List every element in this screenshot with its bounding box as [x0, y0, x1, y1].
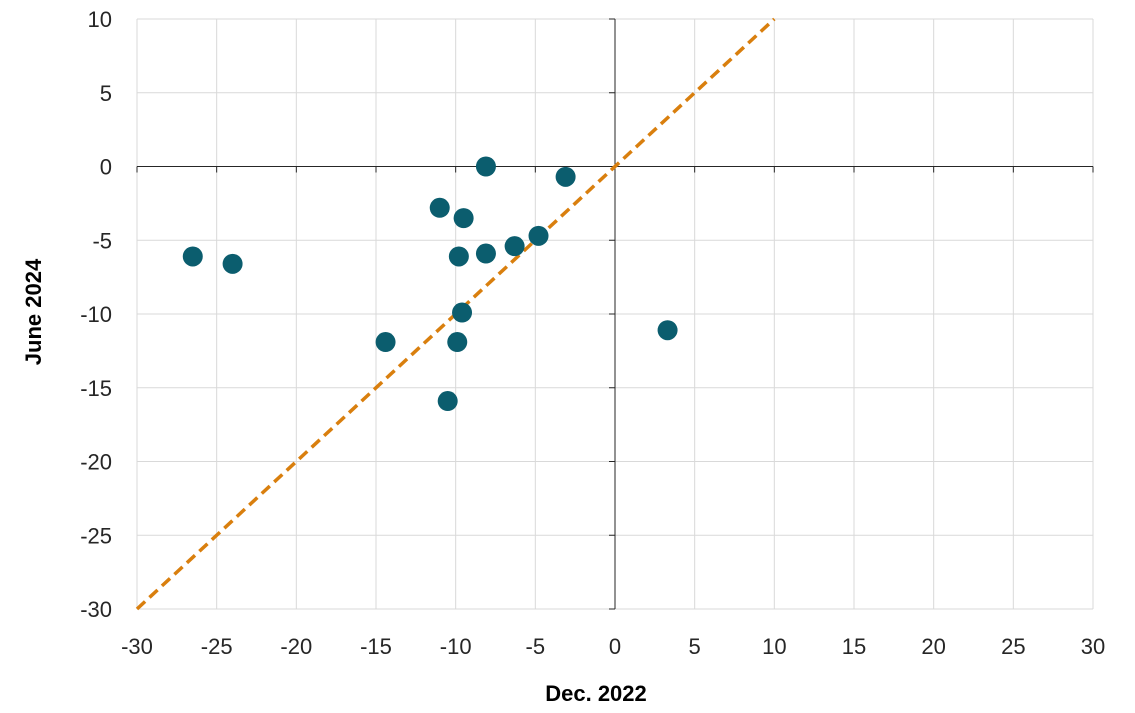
y-tick-label: -20: [80, 450, 112, 475]
x-tick-label: 20: [921, 634, 945, 659]
x-tick-label: 5: [689, 634, 701, 659]
data-point: [429, 197, 450, 218]
x-tick-label: 30: [1081, 634, 1105, 659]
y-tick-label: -30: [80, 597, 112, 622]
y-axis-title: June 2024: [21, 258, 46, 365]
x-axis-title: Dec. 2022: [545, 681, 647, 706]
data-points: [182, 156, 678, 412]
x-tick-label: 15: [842, 634, 866, 659]
data-point: [222, 253, 243, 274]
data-point: [437, 391, 458, 412]
data-point: [475, 243, 496, 264]
data-point: [475, 156, 496, 177]
x-tick-label: -5: [526, 634, 546, 659]
x-tick-label: -20: [280, 634, 312, 659]
data-point: [447, 332, 468, 353]
y-tick-label: 5: [100, 81, 112, 106]
y-tick-label: 0: [100, 155, 112, 180]
x-tick-label: -10: [440, 634, 472, 659]
data-point: [448, 246, 469, 267]
x-tick-label: 10: [762, 634, 786, 659]
data-point: [452, 302, 473, 323]
data-point: [528, 225, 549, 246]
data-point: [555, 166, 576, 187]
data-point: [504, 236, 525, 257]
data-point: [182, 246, 203, 267]
data-point: [375, 332, 396, 353]
x-tick-label: 25: [1001, 634, 1025, 659]
y-tick-label: -25: [80, 523, 112, 548]
x-tick-label: -15: [360, 634, 392, 659]
data-point: [453, 208, 474, 229]
x-tick-label: -25: [201, 634, 233, 659]
y-tick-label: -15: [80, 376, 112, 401]
y-tick-label: -5: [92, 228, 112, 253]
data-point: [657, 320, 678, 341]
y-tick-label: -10: [80, 302, 112, 327]
tick-labels: -30 -25 -20 -15 -10 -5 0 5 10 15 20 25 30 -30 -25 -20 -1…: [80, 7, 1105, 659]
x-tick-label: -30: [121, 634, 153, 659]
x-tick-label: 0: [609, 634, 621, 659]
y-tick-label: 10: [88, 7, 112, 32]
